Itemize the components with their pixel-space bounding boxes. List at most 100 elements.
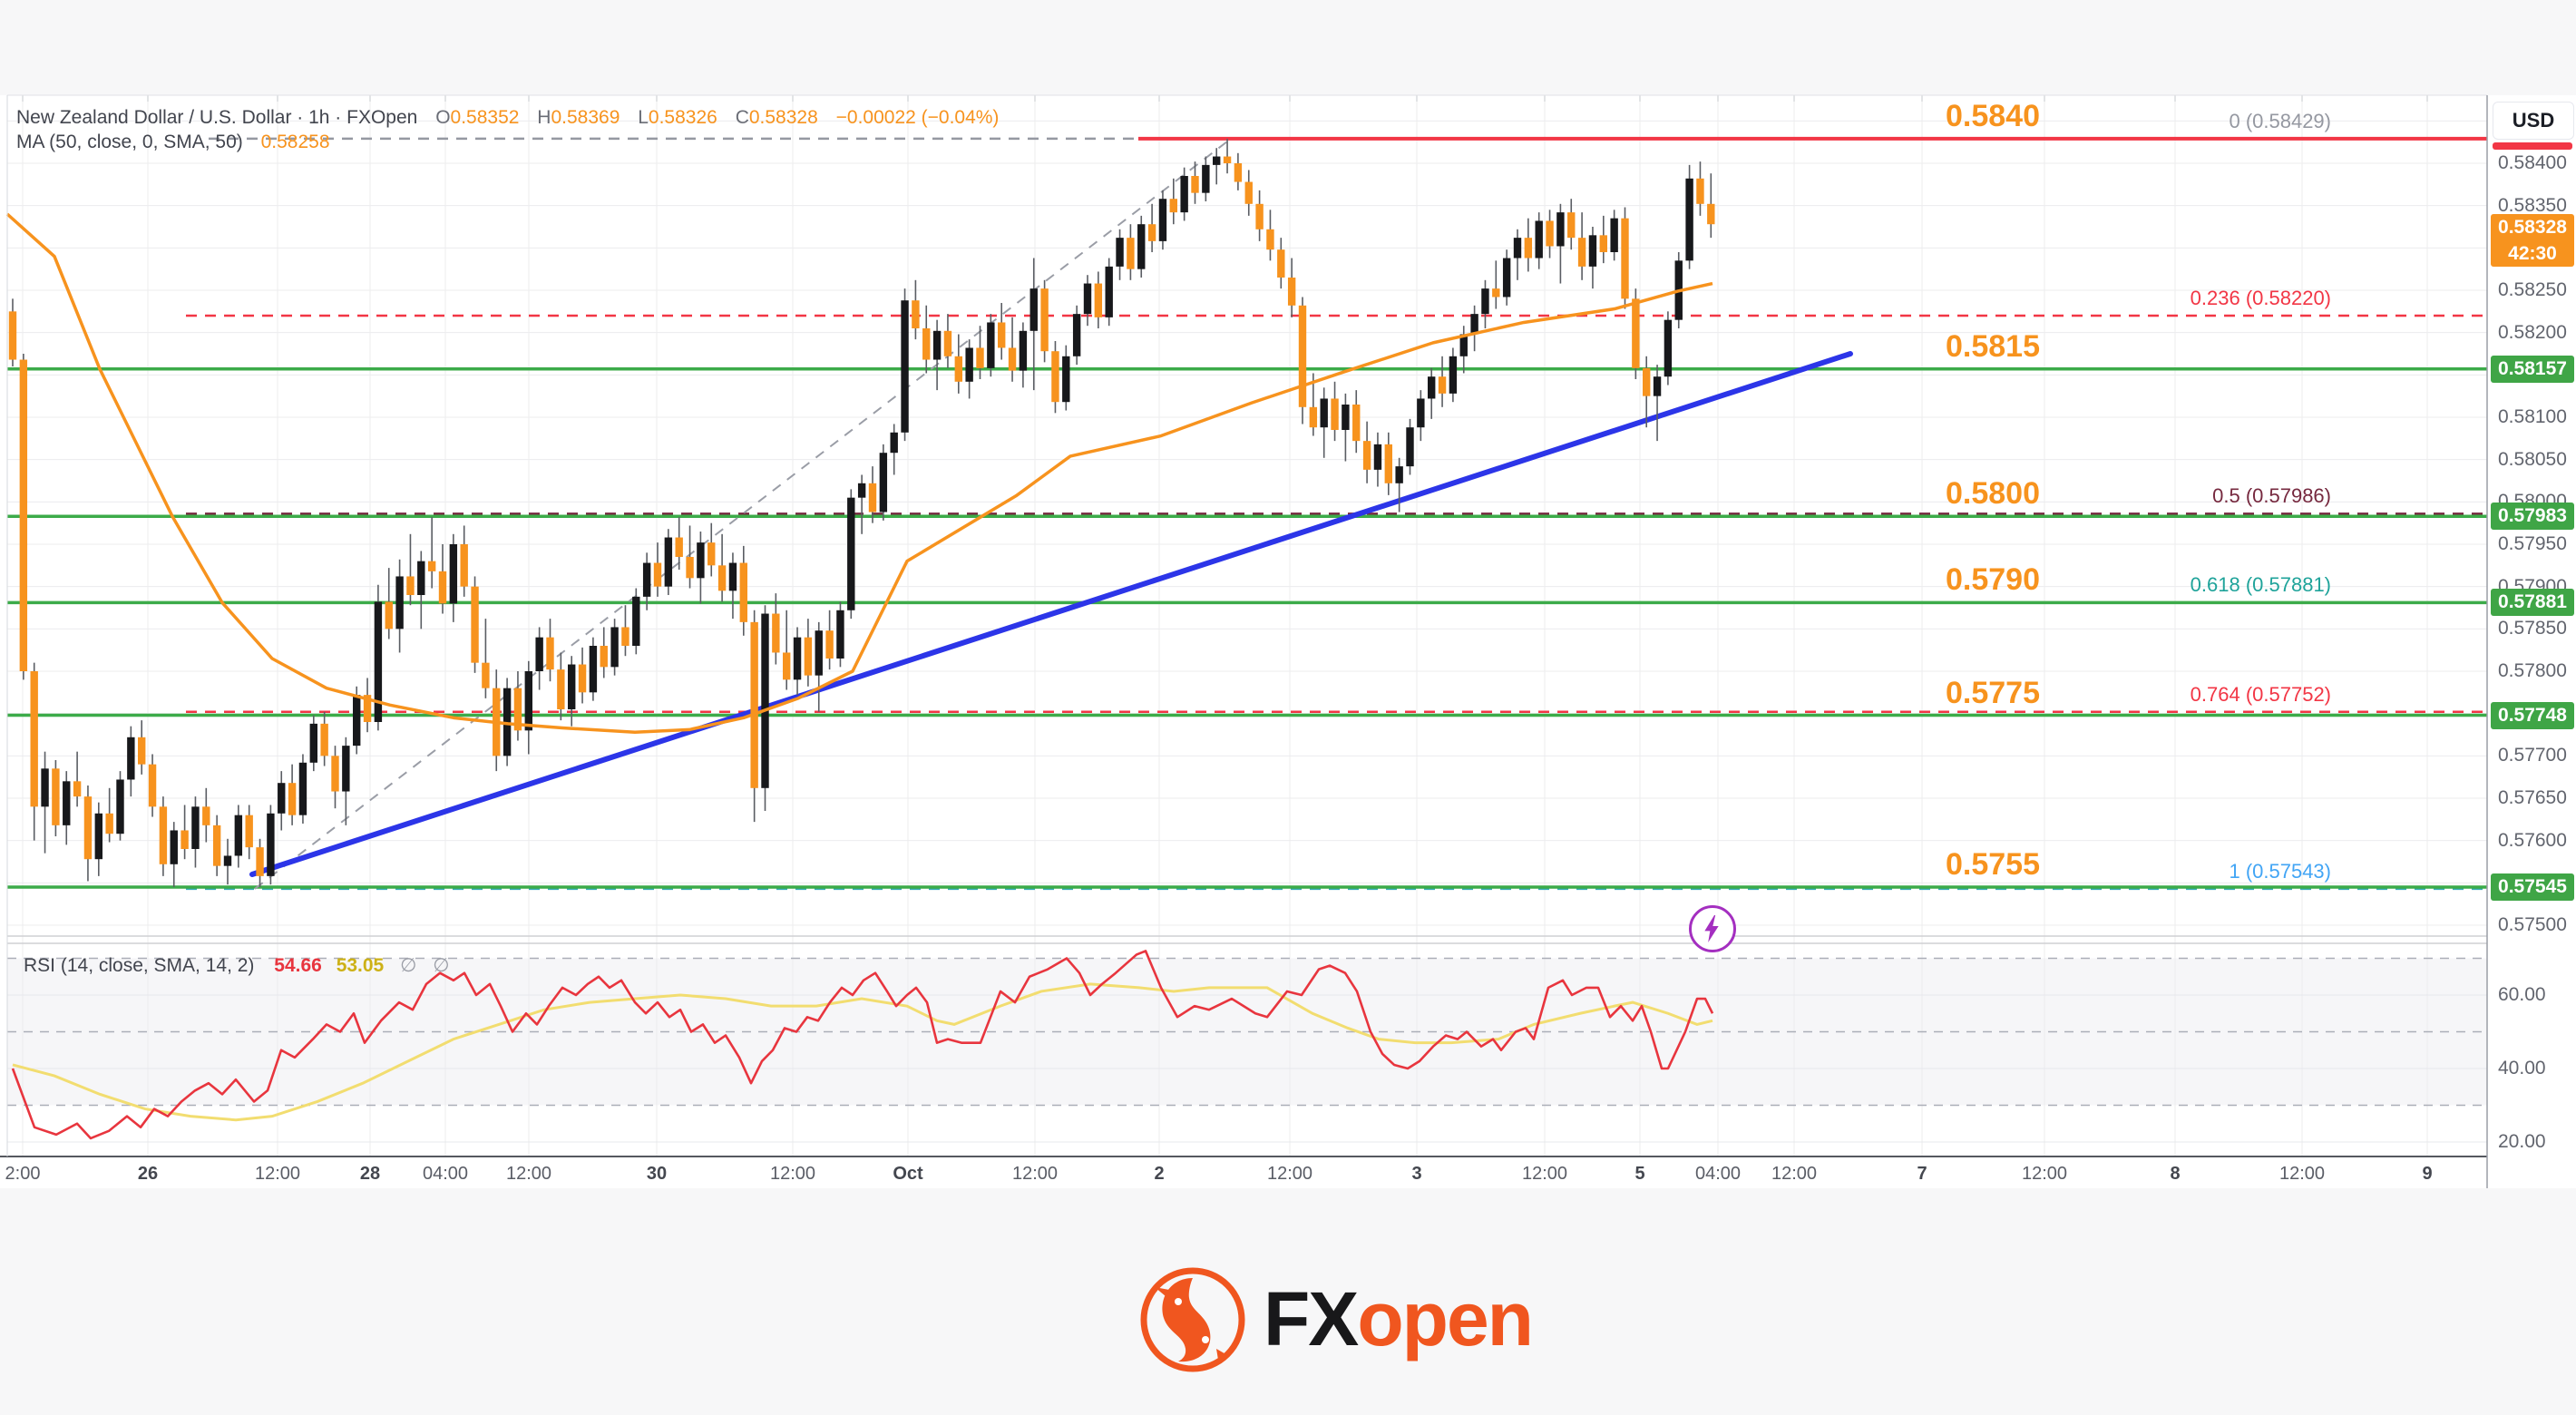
candle-bearish <box>331 756 339 792</box>
rsi-ma-value: 53.05 <box>336 955 385 976</box>
time-axis-label[interactable]: 12:00 <box>1521 1164 1568 1184</box>
candle-bearish <box>406 576 415 595</box>
logo-text-open: open <box>1357 1276 1534 1361</box>
ma50-line <box>5 212 1713 734</box>
candle-bullish <box>1535 220 1543 259</box>
price-axis-label: 0.57700 <box>2498 745 2567 766</box>
time-axis-label[interactable]: 12:00 <box>769 1164 816 1184</box>
candle-bearish <box>868 483 877 512</box>
candle-bearish <box>976 347 984 368</box>
candle-bearish <box>621 627 629 646</box>
time-axis-label[interactable]: 30 <box>646 1164 668 1184</box>
price-axis-label: 0.57850 <box>2498 618 2567 639</box>
candle-bearish <box>1643 367 1651 396</box>
price-axis-label: 0.57800 <box>2498 659 2567 681</box>
candle-bearish <box>1277 249 1285 278</box>
time-axis-label[interactable]: 12:00 <box>2278 1164 2326 1184</box>
candle-bearish <box>707 542 716 566</box>
time-axis-label[interactable]: 12:00 <box>1771 1164 1818 1184</box>
time-axis-label[interactable]: 9 <box>2422 1164 2433 1184</box>
symbol-legend[interactable]: New Zealand Dollar / U.S. Dollar · 1h · … <box>16 107 999 129</box>
time-axis-label[interactable]: 04:00 <box>1694 1164 1742 1184</box>
price-axis-label: 0.58050 <box>2498 448 2567 470</box>
dashed-trendline <box>254 138 1232 890</box>
candle-bullish <box>234 815 243 856</box>
level-price-tag: 0.57545 <box>2491 873 2574 901</box>
candle-bullish <box>965 347 973 382</box>
time-axis-label[interactable]: 2 <box>1154 1164 1165 1184</box>
time-axis-label[interactable]: 12:00 <box>254 1164 301 1184</box>
candle-bearish <box>438 571 447 604</box>
candle-bullish <box>1137 224 1146 269</box>
candle-bearish <box>19 359 28 671</box>
candle-bearish <box>460 543 468 587</box>
candle-bullish <box>610 627 619 668</box>
price-axis-label: 0.57600 <box>2498 829 2567 851</box>
candle-bearish <box>181 830 189 849</box>
candle-bullish <box>41 768 49 807</box>
time-axis-label[interactable]: 5 <box>1634 1164 1645 1184</box>
candle-bullish <box>1395 466 1403 483</box>
time-axis-label[interactable]: 04:00 <box>422 1164 469 1184</box>
candle-bullish <box>1664 319 1673 377</box>
candle-bearish <box>1008 347 1017 371</box>
close-label: C <box>735 107 749 128</box>
candle-bearish <box>288 783 297 815</box>
currency-button[interactable]: USD <box>2493 102 2574 140</box>
ma-legend[interactable]: MA (50, close, 0, SMA, 50) 0.58258 <box>16 132 330 153</box>
candle-bearish <box>1244 181 1253 204</box>
candle-bullish <box>836 610 844 659</box>
candle-bullish <box>1083 283 1092 315</box>
time-axis-label[interactable]: 8 <box>2170 1164 2181 1184</box>
time-axis-label[interactable]: 2:00 <box>5 1164 41 1184</box>
flash-trade-icon[interactable] <box>1689 905 1736 952</box>
candle-bearish <box>30 670 38 807</box>
rsi-legend[interactable]: RSI (14, close, SMA, 14, 2) 54.66 53.05 … <box>24 954 450 977</box>
candle-bearish <box>245 815 253 848</box>
level-label: 0.5775 <box>1946 675 2040 710</box>
level-label: 0.5790 <box>1946 562 2040 598</box>
candle-bullish <box>1610 218 1618 252</box>
price-axis-label: 0.58100 <box>2498 405 2567 427</box>
level-label: 0.5755 <box>1946 846 2040 882</box>
candle-bearish <box>1331 398 1339 430</box>
time-axis-label[interactable]: 3 <box>1411 1164 1422 1184</box>
candle-bearish <box>1051 351 1059 403</box>
time-axis-label[interactable]: 12:00 <box>505 1164 552 1184</box>
blue-trendline <box>249 350 1853 877</box>
fxopen-logo: FXopen <box>1138 1263 1534 1376</box>
candle-bullish <box>890 432 898 454</box>
candle-bearish <box>675 537 683 557</box>
level-price-tag: 0.58157 <box>2491 355 2574 383</box>
candle-bearish <box>1384 444 1392 483</box>
ma-value: 0.58258 <box>260 132 330 152</box>
candle-bullish <box>664 537 673 587</box>
candle-bullish <box>1417 398 1425 428</box>
candle-bullish <box>1116 238 1124 267</box>
candle-bullish <box>374 601 383 722</box>
candle-bearish <box>159 806 168 864</box>
low-value: 0.58326 <box>648 107 717 128</box>
candle-bearish <box>1492 288 1500 298</box>
candle-bearish <box>1309 406 1318 428</box>
time-axis-label[interactable]: 28 <box>359 1164 381 1184</box>
candle-bearish <box>772 613 780 653</box>
time-axis-label[interactable]: 12:00 <box>1266 1164 1313 1184</box>
candle-bullish <box>987 322 995 368</box>
candle-bullish <box>815 630 823 676</box>
time-axis-label[interactable]: 26 <box>137 1164 159 1184</box>
time-axis-label[interactable]: 7 <box>1917 1164 1927 1184</box>
time-axis-label[interactable]: Oct <box>893 1164 923 1184</box>
candle-bullish <box>1513 238 1522 259</box>
level-label: 0.5815 <box>1946 328 2040 364</box>
candle-bearish <box>1255 203 1264 229</box>
low-label: L <box>638 107 649 128</box>
candle-bearish <box>52 768 60 825</box>
time-axis-label[interactable]: 12:00 <box>2021 1164 2068 1184</box>
open-label: O <box>435 107 451 128</box>
candle-bullish <box>793 637 802 680</box>
candle-bullish <box>1459 334 1468 356</box>
level-price-tag: 0.57881 <box>2491 589 2574 617</box>
time-axis-label[interactable]: 12:00 <box>1011 1164 1059 1184</box>
